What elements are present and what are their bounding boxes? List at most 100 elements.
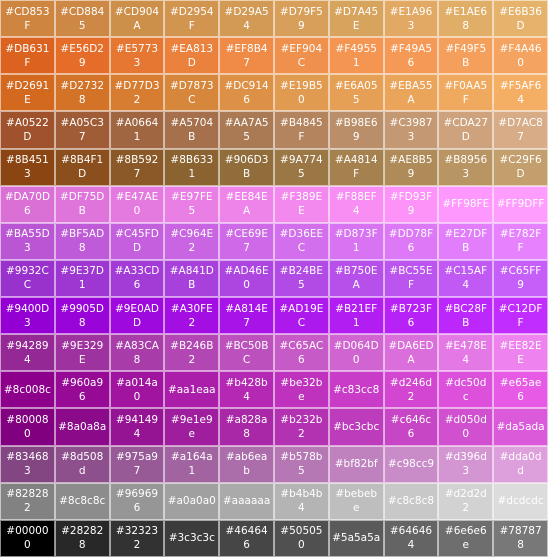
color-swatch[interactable]: #BC28F B bbox=[438, 297, 494, 335]
color-swatch[interactable]: #aaaaaa bbox=[219, 482, 274, 520]
color-swatch[interactable]: #8d508 d bbox=[54, 445, 110, 483]
color-swatch[interactable]: #a164a 1 bbox=[164, 445, 220, 483]
color-swatch[interactable]: #8c008c bbox=[0, 371, 55, 409]
color-swatch[interactable]: #ab6ea b bbox=[219, 445, 274, 483]
color-swatch[interactable]: #A5704 B bbox=[164, 111, 220, 149]
color-swatch[interactable]: #FF9DFF bbox=[493, 185, 548, 223]
color-swatch[interactable]: #bc3cbc bbox=[328, 408, 384, 446]
color-swatch[interactable]: #B98E6 9 bbox=[328, 111, 384, 149]
color-swatch[interactable]: #DD78F 6 bbox=[383, 222, 439, 260]
color-swatch[interactable]: #EBA55 A bbox=[383, 74, 439, 112]
color-swatch[interactable]: #C45FD D bbox=[109, 222, 165, 260]
color-swatch[interactable]: #B21EF 1 bbox=[328, 297, 384, 335]
color-swatch[interactable]: #bebeb e bbox=[328, 482, 384, 520]
color-swatch[interactable]: #E97FE 5 bbox=[164, 185, 220, 223]
color-swatch[interactable]: #B246B 2 bbox=[164, 334, 220, 372]
color-swatch[interactable]: #9932C C bbox=[0, 259, 55, 297]
color-swatch[interactable]: #bf82bf bbox=[328, 445, 384, 483]
color-swatch[interactable]: #d2d2d 2 bbox=[438, 482, 494, 520]
color-swatch[interactable]: #a828a 8 bbox=[219, 408, 274, 446]
color-swatch[interactable]: #c646c 6 bbox=[383, 408, 439, 446]
color-swatch[interactable]: #CE69E 7 bbox=[219, 222, 274, 260]
color-swatch[interactable]: #5a5a5a bbox=[328, 519, 384, 557]
color-swatch[interactable]: #E56D2 9 bbox=[54, 37, 110, 75]
color-swatch[interactable]: #D36EE C bbox=[273, 222, 329, 260]
color-swatch[interactable]: #D873F 1 bbox=[328, 222, 384, 260]
color-swatch[interactable]: #DB631 F bbox=[0, 37, 55, 75]
color-swatch[interactable]: #94289 4 bbox=[0, 334, 55, 372]
color-swatch[interactable]: #b428b 4 bbox=[219, 371, 274, 409]
color-swatch[interactable]: #C29F6 D bbox=[493, 148, 548, 186]
color-swatch[interactable]: #80008 0 bbox=[0, 408, 55, 446]
color-swatch[interactable]: #E1A96 3 bbox=[383, 0, 439, 38]
color-swatch[interactable]: #c98cc9 bbox=[383, 445, 439, 483]
color-swatch[interactable]: #E5773 3 bbox=[109, 37, 165, 75]
color-swatch[interactable]: #C65FF 9 bbox=[493, 259, 548, 297]
color-swatch[interactable]: #E478E 4 bbox=[438, 334, 494, 372]
color-swatch[interactable]: #F5AF6 4 bbox=[493, 74, 548, 112]
color-swatch[interactable]: #c8c8c8 bbox=[383, 482, 439, 520]
color-swatch[interactable]: #AA7A5 5 bbox=[219, 111, 274, 149]
color-swatch[interactable]: #FF98FE bbox=[438, 185, 494, 223]
color-swatch[interactable]: #DA70D 6 bbox=[0, 185, 55, 223]
color-swatch[interactable]: #AD19E C bbox=[273, 297, 329, 335]
color-swatch[interactable]: #d050d 0 bbox=[438, 408, 494, 446]
color-swatch[interactable]: #96969 6 bbox=[109, 482, 165, 520]
color-swatch[interactable]: #B750E A bbox=[328, 259, 384, 297]
color-swatch[interactable]: #B24BE 5 bbox=[273, 259, 329, 297]
color-swatch[interactable]: #D2732 8 bbox=[54, 74, 110, 112]
color-swatch[interactable]: #F4A46 0 bbox=[493, 37, 548, 75]
color-swatch[interactable]: #46464 6 bbox=[219, 519, 274, 557]
color-swatch[interactable]: #32323 2 bbox=[109, 519, 165, 557]
color-swatch[interactable]: #A83CA 8 bbox=[109, 334, 165, 372]
color-swatch[interactable]: #CD853 F bbox=[0, 0, 55, 38]
color-swatch[interactable]: #8B4F1 D bbox=[54, 148, 110, 186]
color-swatch[interactable]: #C65AC 6 bbox=[273, 334, 329, 372]
color-swatch[interactable]: #BC50B C bbox=[219, 334, 274, 372]
color-swatch[interactable]: #D2954 F bbox=[164, 0, 220, 38]
color-swatch[interactable]: #9A774 5 bbox=[273, 148, 329, 186]
color-swatch[interactable]: #A30FE 2 bbox=[164, 297, 220, 335]
color-swatch[interactable]: #9E37D 1 bbox=[54, 259, 110, 297]
color-swatch[interactable]: #50505 0 bbox=[273, 519, 329, 557]
color-swatch[interactable]: #A0522 D bbox=[0, 111, 55, 149]
color-swatch[interactable]: #DC914 6 bbox=[219, 74, 274, 112]
color-swatch[interactable]: #EF8B4 7 bbox=[219, 37, 274, 75]
color-swatch[interactable]: #C12DF F bbox=[493, 297, 548, 335]
color-swatch[interactable]: #9E329 E bbox=[54, 334, 110, 372]
color-swatch[interactable]: #C3987 3 bbox=[383, 111, 439, 149]
color-swatch[interactable]: #dcdcdc bbox=[493, 482, 548, 520]
color-swatch[interactable]: #F49A5 6 bbox=[383, 37, 439, 75]
color-swatch[interactable]: #64646 4 bbox=[383, 519, 439, 557]
color-swatch[interactable]: #C964E 2 bbox=[164, 222, 220, 260]
color-swatch[interactable]: #D064D 0 bbox=[328, 334, 384, 372]
color-swatch[interactable]: #DA6ED A bbox=[383, 334, 439, 372]
color-swatch[interactable]: #9e1e9 e bbox=[164, 408, 220, 446]
color-swatch[interactable]: #94149 4 bbox=[109, 408, 165, 446]
color-swatch[interactable]: #d396d 3 bbox=[438, 445, 494, 483]
color-swatch[interactable]: #D7873 C bbox=[164, 74, 220, 112]
color-swatch[interactable]: #be32b e bbox=[273, 371, 329, 409]
color-swatch[interactable]: #d246d 2 bbox=[383, 371, 439, 409]
color-swatch[interactable]: #78787 8 bbox=[493, 519, 548, 557]
color-swatch[interactable]: #D29A5 4 bbox=[219, 0, 274, 38]
color-swatch[interactable]: #D7AC8 7 bbox=[493, 111, 548, 149]
color-swatch[interactable]: #CD884 5 bbox=[54, 0, 110, 38]
color-swatch[interactable]: #9905D 8 bbox=[54, 297, 110, 335]
color-swatch[interactable]: #BF5AD 8 bbox=[54, 222, 110, 260]
color-swatch[interactable]: #960a9 6 bbox=[54, 371, 110, 409]
color-swatch[interactable]: #AE8B5 9 bbox=[383, 148, 439, 186]
color-swatch[interactable]: #F0AA5 F bbox=[438, 74, 494, 112]
color-swatch[interactable]: #CDA27 D bbox=[438, 111, 494, 149]
color-swatch[interactable]: #8B633 1 bbox=[164, 148, 220, 186]
color-swatch[interactable]: #82828 2 bbox=[0, 482, 55, 520]
color-swatch[interactable]: #C15AF 4 bbox=[438, 259, 494, 297]
color-swatch[interactable]: #A4814 F bbox=[328, 148, 384, 186]
color-swatch[interactable]: #6e6e6 e bbox=[438, 519, 494, 557]
color-swatch[interactable]: #D79F5 9 bbox=[273, 0, 329, 38]
color-swatch[interactable]: #AD46E 0 bbox=[219, 259, 274, 297]
color-swatch[interactable]: #906D3 B bbox=[219, 148, 274, 186]
color-swatch[interactable]: #83468 3 bbox=[0, 445, 55, 483]
color-swatch[interactable]: #c83cc8 bbox=[328, 371, 384, 409]
color-swatch[interactable]: #FD93F 9 bbox=[383, 185, 439, 223]
